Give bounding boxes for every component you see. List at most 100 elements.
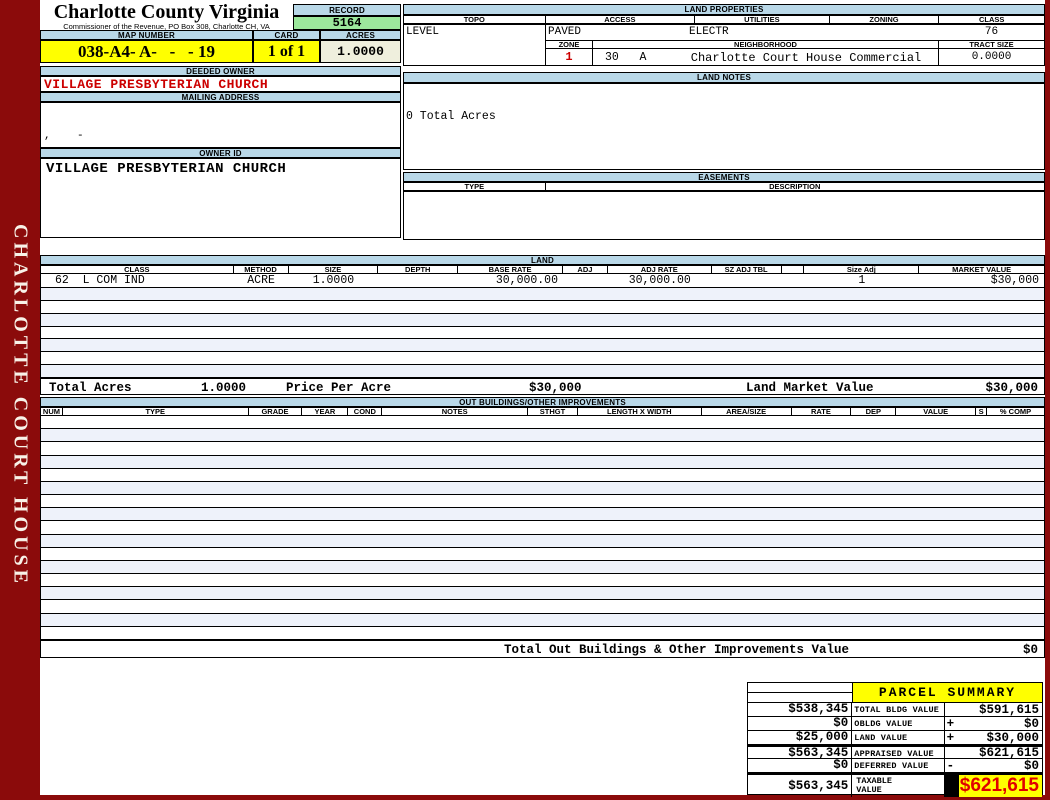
vertical-county-label: CHARLOTTE COURT HOUSE bbox=[9, 223, 32, 587]
easements-columns: TYPE DESCRIPTION bbox=[403, 182, 1045, 191]
out-buildings-col-cond: COND bbox=[348, 408, 383, 415]
out-buildings-empty-row bbox=[41, 587, 1044, 601]
land-cell-adj-rate: 30,000.00 bbox=[628, 274, 691, 287]
taxable-label-text: TAXABLE VALUE bbox=[856, 776, 892, 795]
land-data-row: 62 L COM IND ACRE 1.0000 30,000.00 30,000.00… bbox=[41, 274, 1044, 288]
parcel-summary-value: - $0 bbox=[944, 758, 1042, 773]
parcel-summary-head-left bbox=[748, 683, 853, 703]
record-value: 5164 bbox=[293, 16, 401, 30]
parcel-summary-label: OBLDG VALUE bbox=[852, 717, 945, 731]
parcel-summary-amount: $30,000 bbox=[986, 730, 1039, 745]
out-buildings-col-area-size: AREA/SIZE bbox=[702, 408, 792, 415]
easement-description-header: DESCRIPTION bbox=[769, 183, 821, 190]
land-cell-class: 62 L COM IND bbox=[55, 274, 145, 287]
parcel-summary-value: $591,615 bbox=[944, 702, 1042, 717]
land-col-market-value: MARKET VALUE bbox=[952, 266, 1012, 273]
land-properties-col-utilities: UTILITIES bbox=[695, 16, 830, 23]
land-col-sz-adj-tbl: SZ ADJ TBL bbox=[712, 266, 782, 273]
deeded-owner-header: DEEDED OWNER bbox=[40, 66, 401, 76]
zone-header: ZONE bbox=[546, 41, 593, 48]
parcel-summary-value: + $0 bbox=[944, 716, 1042, 731]
parcel-summary-amount: $0 bbox=[1023, 716, 1039, 731]
out-buildings-empty-row bbox=[41, 442, 1044, 456]
parcel-summary-row: $0 DEFERRED VALUE - $0 bbox=[748, 759, 1042, 773]
parcel-summary-empty-cell bbox=[748, 683, 852, 693]
out-buildings-empty-row bbox=[41, 534, 1044, 548]
parcel-summary-prior-value: $0 bbox=[748, 717, 853, 731]
land-cell-base-rate: 30,000.00 bbox=[495, 274, 558, 287]
land-empty-row bbox=[41, 365, 1044, 379]
tract-size-value: 0.0000 bbox=[971, 51, 1012, 63]
class-value: 76 bbox=[984, 26, 999, 38]
out-buildings-col-grade: GRADE bbox=[249, 408, 303, 415]
land-col-method: METHOD bbox=[234, 266, 289, 273]
land-properties-col-access: ACCESS bbox=[546, 16, 696, 23]
parcel-summary-sign: + bbox=[946, 730, 955, 745]
out-buildings-col-type: TYPE bbox=[63, 408, 249, 415]
parcel-summary-prior-value: $563,345 bbox=[748, 747, 853, 760]
parcel-summary-empty-cell bbox=[748, 693, 852, 703]
out-buildings-empty-row bbox=[41, 416, 1044, 430]
land-col-adj-rate: ADJ RATE bbox=[608, 266, 712, 273]
parcel-summary-sign: + bbox=[946, 716, 955, 731]
out-buildings-empty-row bbox=[41, 481, 1044, 496]
land-cell-method: ACRE bbox=[247, 274, 275, 287]
easements-body bbox=[403, 191, 1045, 240]
parcel-summary-amount: $591,615 bbox=[978, 702, 1039, 717]
land-empty-row bbox=[41, 288, 1044, 301]
parcel-summary-row: $563,345 APPRAISED VALUE $621,615 bbox=[748, 745, 1042, 760]
land-empty-row bbox=[41, 313, 1044, 327]
land-empty-row bbox=[41, 301, 1044, 314]
out-buildings-empty-row bbox=[41, 455, 1044, 469]
land-empty-row bbox=[41, 327, 1044, 340]
price-per-acre-label: Price Per Acre bbox=[286, 381, 392, 395]
out-buildings-col-s: S bbox=[976, 408, 988, 415]
map-number-value: 038-A4- A- - - 19 bbox=[40, 40, 253, 63]
utilities-value: ELECTR bbox=[689, 26, 729, 38]
out-buildings-total-label: Total Out Buildings & Other Improvements… bbox=[504, 643, 850, 657]
out-buildings-empty-row bbox=[41, 600, 1044, 614]
zone-value-row: 1 30 A Charlotte Court House Commercial … bbox=[545, 48, 1045, 66]
parcel-summary-amount: $0 bbox=[1023, 758, 1039, 773]
out-buildings-body bbox=[40, 416, 1045, 640]
out-buildings-empty-row bbox=[41, 627, 1044, 640]
owner-id-value: VILLAGE PRESBYTERIAN CHURCH bbox=[40, 158, 401, 238]
out-buildings-col--comp: % COMP bbox=[999, 408, 1032, 415]
land-col-size-adj: Size Adj bbox=[804, 266, 920, 273]
tract-size-header: TRACT SIZE bbox=[969, 41, 1014, 48]
land-notes-header: LAND NOTES bbox=[403, 72, 1045, 83]
neighborhood-cell: 30 A Charlotte Court House Commercial bbox=[593, 49, 939, 65]
zone-value: 1 bbox=[546, 49, 593, 65]
land-col-adj: ADJ bbox=[563, 266, 608, 273]
out-buildings-col-notes: NOTES bbox=[382, 408, 529, 415]
owner-id-header: OWNER ID bbox=[40, 148, 401, 158]
parcel-summary-rows: $538,345 TOTAL BLDG VALUE $591,615 $0 OBLDG … bbox=[748, 703, 1042, 773]
out-buildings-empty-row bbox=[41, 548, 1044, 561]
land-properties-header: LAND PROPERTIES bbox=[403, 4, 1045, 15]
commissioner-line: Commissioner of the Revenue, PO Box 308,… bbox=[63, 22, 270, 31]
land-cell-size-adj: 1 bbox=[858, 274, 866, 287]
out-buildings-empty-row bbox=[41, 495, 1044, 509]
parcel-summary-title: PARCEL SUMMARY bbox=[853, 683, 1042, 703]
card-value: 1 of 1 bbox=[253, 40, 320, 63]
land-empty-row bbox=[41, 339, 1044, 353]
land-section-header: LAND bbox=[40, 255, 1045, 265]
land-col-depth: DEPTH bbox=[378, 266, 459, 273]
out-buildings-section-header: OUT BUILDINGS/OTHER IMPROVEMENTS bbox=[40, 397, 1045, 407]
parcel-summary-value: + $30,000 bbox=[944, 730, 1042, 745]
out-buildings-col-dep: DEP bbox=[851, 408, 897, 415]
access-value: PAVED bbox=[548, 26, 582, 38]
land-col-size: SIZE bbox=[289, 266, 379, 273]
mailing-address-header: MAILING ADDRESS bbox=[40, 92, 401, 102]
taxable-value: $621,615 bbox=[944, 775, 1042, 797]
taxable-row: $563,345 TAXABLE VALUE $621,615 bbox=[748, 773, 1042, 797]
land-market-value-label: Land Market Value bbox=[746, 381, 874, 395]
parcel-summary-value: $621,615 bbox=[944, 745, 1042, 760]
map-number-header: MAP NUMBER bbox=[40, 30, 253, 40]
land-table-body: 62 L COM IND ACRE 1.0000 30,000.00 30,000.00… bbox=[40, 274, 1045, 379]
deeded-owner-value: VILLAGE PRESBYTERIAN CHURCH bbox=[40, 76, 401, 92]
taxable-prior-value: $563,345 bbox=[748, 775, 853, 797]
parcel-summary-amount: $621,615 bbox=[978, 745, 1039, 760]
out-buildings-total-value: $0 bbox=[1022, 643, 1038, 657]
total-acres-label: Total Acres bbox=[49, 381, 132, 395]
